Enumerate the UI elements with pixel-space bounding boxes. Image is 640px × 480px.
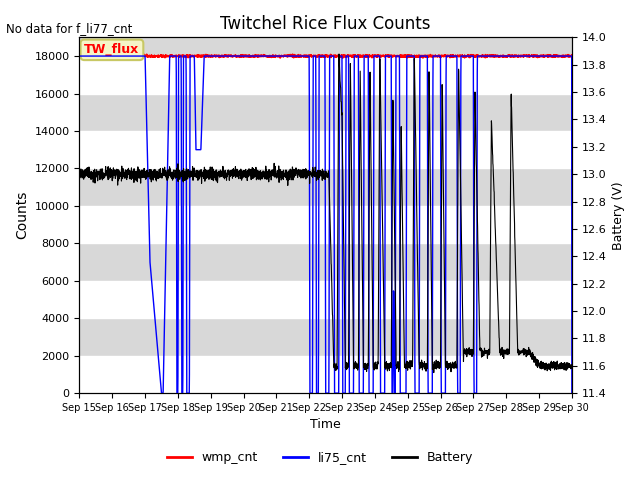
Bar xyxy=(79,281,572,318)
Bar xyxy=(79,131,572,168)
Text: TW_flux: TW_flux xyxy=(84,43,140,56)
Bar xyxy=(79,206,572,243)
Title: Twitchel Rice Flux Counts: Twitchel Rice Flux Counts xyxy=(220,15,431,33)
Legend: wmp_cnt, li75_cnt, Battery: wmp_cnt, li75_cnt, Battery xyxy=(162,446,478,469)
Y-axis label: Counts: Counts xyxy=(15,191,29,240)
Bar xyxy=(79,56,572,94)
Bar xyxy=(79,356,572,393)
Text: No data for f_li77_cnt: No data for f_li77_cnt xyxy=(6,22,132,35)
Y-axis label: Battery (V): Battery (V) xyxy=(612,181,625,250)
X-axis label: Time: Time xyxy=(310,419,341,432)
